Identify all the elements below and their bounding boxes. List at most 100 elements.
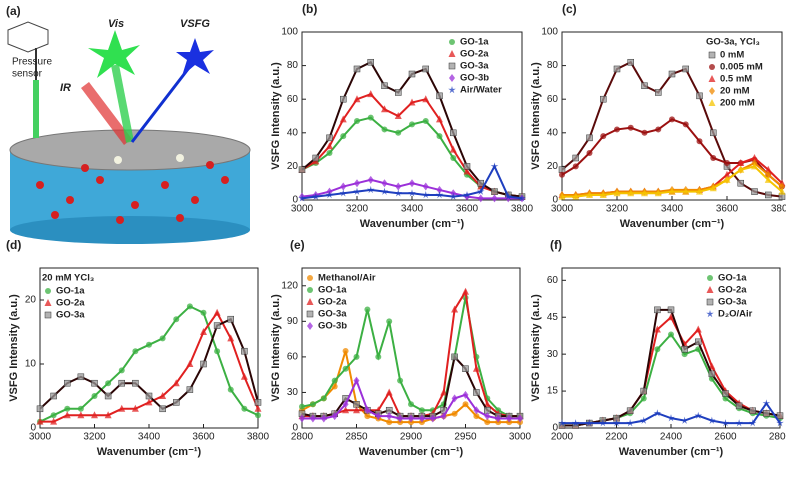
marker xyxy=(518,194,526,202)
plot-frame xyxy=(561,31,783,201)
marker xyxy=(463,167,471,175)
x-tick-label: 3200 xyxy=(83,432,106,443)
legend-label: GO-3b xyxy=(318,321,347,332)
series-line xyxy=(562,401,781,425)
y-axis-label: VSFG Intensity (a.u.) xyxy=(530,62,542,170)
y-tick-label: 100 xyxy=(281,27,298,38)
legend-label: Methanol/Air xyxy=(318,273,376,284)
marker xyxy=(309,414,316,423)
marker xyxy=(435,190,444,199)
marker xyxy=(451,410,458,417)
marker xyxy=(473,406,480,415)
x-tick-label: 3000 xyxy=(291,204,314,215)
marker xyxy=(586,149,593,156)
y-tick-label: 20 xyxy=(25,295,37,306)
legend-label: GO-3a xyxy=(718,297,747,308)
marker xyxy=(331,412,338,421)
marker xyxy=(186,303,193,310)
marker xyxy=(626,419,634,427)
marker xyxy=(751,154,758,161)
x-axis-label: Wavenumber (cm⁻¹) xyxy=(97,446,202,458)
marker xyxy=(640,387,647,395)
marker xyxy=(320,414,327,423)
marker xyxy=(381,126,388,133)
marker xyxy=(118,379,125,387)
marker xyxy=(200,328,207,335)
marker xyxy=(668,187,676,195)
marker xyxy=(331,383,338,390)
marker xyxy=(748,419,757,427)
legend-title: 20 mM YCl₃ xyxy=(42,273,94,284)
marker xyxy=(477,194,484,203)
marker xyxy=(353,187,361,195)
marker xyxy=(449,145,457,153)
legend-marker xyxy=(708,99,716,106)
marker xyxy=(613,65,621,73)
marker xyxy=(764,175,772,183)
marker xyxy=(653,325,661,333)
legend-marker xyxy=(707,275,713,281)
marker xyxy=(639,416,648,424)
y-tick-label: 40 xyxy=(287,127,299,138)
y-axis-label: VSFG Intensity (a.u.) xyxy=(270,294,282,402)
ir-label: IR xyxy=(60,82,71,94)
marker xyxy=(723,170,731,178)
marker xyxy=(710,155,717,161)
marker xyxy=(118,404,126,412)
marker xyxy=(354,179,360,188)
marker xyxy=(641,189,648,197)
marker xyxy=(613,189,621,197)
marker xyxy=(776,412,784,419)
marker xyxy=(708,370,716,378)
marker xyxy=(381,179,388,188)
marker xyxy=(326,134,333,142)
marker xyxy=(186,360,194,367)
y-tick-label: 60 xyxy=(287,94,299,105)
legend-marker xyxy=(448,50,456,57)
marker xyxy=(394,189,403,197)
marker xyxy=(408,189,416,197)
legend-label: 0.005 mM xyxy=(720,62,763,73)
marker xyxy=(159,335,166,342)
marker xyxy=(477,179,484,187)
marker xyxy=(64,405,71,412)
legend-marker xyxy=(706,286,714,293)
marker xyxy=(394,112,402,119)
x-tick-label: 3600 xyxy=(192,432,215,443)
legend-label: GO-3a xyxy=(460,61,489,72)
legend-marker xyxy=(708,51,716,59)
marker xyxy=(451,353,458,361)
marker xyxy=(558,419,566,427)
marker xyxy=(654,346,661,353)
y-tick-label: 15 xyxy=(547,386,559,397)
marker xyxy=(779,182,785,191)
sensor-label: sensor xyxy=(12,69,43,80)
x-tick-label: 3400 xyxy=(401,204,424,215)
marker xyxy=(667,414,675,422)
marker xyxy=(449,192,458,200)
marker xyxy=(668,70,676,78)
marker xyxy=(585,419,594,427)
y-tick-label: 10 xyxy=(25,359,37,370)
legend-label: GO-2a xyxy=(718,285,747,296)
marker xyxy=(463,190,471,199)
marker xyxy=(450,155,457,161)
marker xyxy=(709,184,717,192)
marker xyxy=(354,118,360,125)
x-tick-label: 2900 xyxy=(400,432,423,443)
x-tick-label: 2850 xyxy=(345,432,368,443)
marker xyxy=(724,160,730,167)
legend-marker xyxy=(307,322,313,330)
marker xyxy=(641,82,648,90)
marker xyxy=(77,373,85,381)
marker xyxy=(776,419,784,427)
marker xyxy=(641,129,648,136)
x-tick-label: 3800 xyxy=(511,204,534,215)
x-tick-label: 3400 xyxy=(138,432,161,443)
legend-label: GO-3a xyxy=(56,310,85,321)
marker xyxy=(710,129,717,137)
marker xyxy=(104,411,112,419)
legend-label: 20 mM xyxy=(720,86,750,97)
marker xyxy=(763,409,770,417)
x-tick-label: 2800 xyxy=(769,432,786,443)
